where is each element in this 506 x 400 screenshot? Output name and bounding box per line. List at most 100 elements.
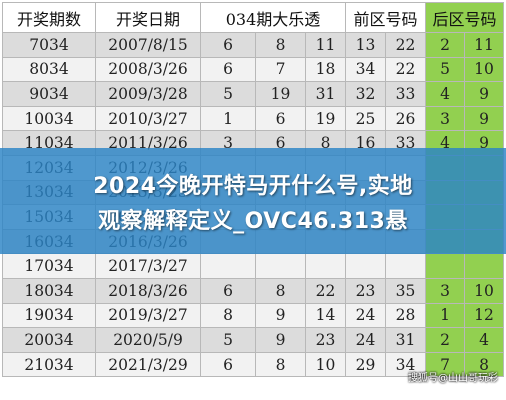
table-cell: 35 <box>385 277 427 304</box>
table-cell: 12 <box>464 302 505 329</box>
table-cell: 9 <box>464 105 505 132</box>
table-cell: 8 <box>255 32 306 58</box>
table-cell: 21034 <box>2 351 96 378</box>
table-cell: 33 <box>385 81 427 107</box>
table-cell: 2017/3/27 <box>95 253 201 279</box>
table-cell: 8 <box>200 302 256 329</box>
table-cell: 2018/3/26 <box>95 277 201 304</box>
header-issue: 开奖期数 <box>2 2 96 33</box>
table-cell: 2010/3/27 <box>95 105 201 132</box>
table-cell: 2021/3/29 <box>95 351 201 378</box>
table-cell: 10 <box>464 277 505 304</box>
table-cell: 11 <box>304 32 347 58</box>
table-cell: 2 <box>425 32 466 58</box>
table-cell: 10034 <box>2 105 96 132</box>
table-cell: 18 <box>304 56 347 83</box>
table-cell: 1 <box>425 302 466 329</box>
table-cell: 6 <box>200 351 256 378</box>
table-cell <box>304 253 347 279</box>
table-cell: 3 <box>425 105 466 132</box>
table-cell: 2020/5/9 <box>95 327 201 353</box>
table-cell: 5 <box>200 327 256 353</box>
table-cell: 6 <box>200 277 256 304</box>
table-cell: 9034 <box>2 81 96 107</box>
table-cell: 6 <box>200 32 256 58</box>
table-cell: 7 <box>425 351 466 378</box>
table-cell: 22 <box>304 277 347 304</box>
table-row: 17034 2017/3/27 <box>2 253 505 279</box>
table-cell: 7 <box>255 56 306 83</box>
table-row: 9034 2009/3/28 5 19 31 32 33 4 9 <box>2 81 505 107</box>
header-back-zone: 后区号码 <box>425 2 505 33</box>
table-cell: 2008/3/26 <box>95 56 201 83</box>
table-cell: 2007/8/15 <box>95 32 201 58</box>
banner-line-1: 2024今晚开特马开什么号,实地 <box>93 174 413 199</box>
table-cell: 26 <box>385 105 427 132</box>
table-row: 10034 2010/3/27 1 6 19 25 26 3 9 <box>2 105 505 132</box>
table-cell: 14 <box>304 302 347 329</box>
table-cell: 9 <box>464 81 505 107</box>
table-cell: 6 <box>200 56 256 83</box>
header-front-zone: 前区号码 <box>345 2 427 33</box>
table-cell: 5 <box>200 81 256 107</box>
table-cell: 13 <box>345 32 387 58</box>
table-cell: 2 <box>425 327 466 353</box>
table-cell: 6 <box>255 105 306 132</box>
table-cell: 25 <box>345 105 387 132</box>
table-cell: 4 <box>464 327 505 353</box>
table-cell: 8 <box>464 351 505 378</box>
table-cell: 23 <box>345 277 387 304</box>
table-cell: 10 <box>464 56 505 83</box>
table-cell: 22 <box>385 32 427 58</box>
table-row: 20034 2020/5/9 5 9 23 24 31 2 4 <box>2 327 505 353</box>
table-cell <box>464 253 505 279</box>
table-cell <box>200 253 256 279</box>
table-cell: 23 <box>304 327 347 353</box>
table-cell: 1 <box>200 105 256 132</box>
table-cell: 10 <box>304 351 347 378</box>
table-cell <box>345 253 387 279</box>
banner-line-2: 观察解释定义_OVC46.313悬 <box>98 209 408 234</box>
table-cell: 9 <box>255 327 306 353</box>
table-cell: 31 <box>385 327 427 353</box>
table-cell: 2019/3/27 <box>95 302 201 329</box>
table-cell: 18034 <box>2 277 96 304</box>
watermark: 搜狐号@山山哥玩彩 <box>408 373 498 384</box>
table-header-row: 开奖期数 开奖日期 034期大乐透 前区号码 后区号码 <box>2 2 505 33</box>
table-cell: 8 <box>255 277 306 304</box>
table-row: 18034 2018/3/26 6 8 22 23 35 3 10 <box>2 277 505 304</box>
table-cell: 8 <box>255 351 306 378</box>
table-cell: 11 <box>464 32 505 58</box>
table-row: 19034 2019/3/27 8 9 14 24 28 1 12 <box>2 302 505 329</box>
table-cell: 7034 <box>2 32 96 58</box>
table-cell: 34 <box>385 351 427 378</box>
table-cell: 22 <box>385 56 427 83</box>
table-row: 21034 2021/3/29 6 8 10 29 34 7 8 <box>2 351 505 378</box>
table-cell: 28 <box>385 302 427 329</box>
header-draw-034: 034期大乐透 <box>199 2 347 33</box>
table-row: 7034 2007/8/15 6 8 11 13 22 2 11 <box>2 32 505 58</box>
table-cell: 4 <box>425 81 466 107</box>
table-cell: 32 <box>345 81 387 107</box>
table-cell <box>255 253 306 279</box>
table-cell <box>385 253 427 279</box>
table-cell: 5 <box>425 56 466 83</box>
table-cell: 20034 <box>2 327 96 353</box>
table-cell: 8034 <box>2 56 96 83</box>
table-cell: 24 <box>345 327 387 353</box>
table-cell: 31 <box>304 81 347 107</box>
table-row: 8034 2008/3/26 6 7 18 34 22 5 10 <box>2 56 505 83</box>
table-cell: 9 <box>255 302 306 329</box>
overlay-banner: 2024今晚开特马开什么号,实地 观察解释定义_OVC46.313悬 <box>0 148 506 254</box>
table-cell: 17034 <box>2 253 96 279</box>
table-cell: 19 <box>304 105 347 132</box>
table-cell: 24 <box>345 302 387 329</box>
table-cell: 2009/3/28 <box>95 81 201 107</box>
table-cell <box>425 253 466 279</box>
table-cell: 19034 <box>2 302 96 329</box>
header-date: 开奖日期 <box>95 2 201 33</box>
table-cell: 29 <box>345 351 387 378</box>
table-cell: 34 <box>345 56 387 83</box>
table-cell: 19 <box>255 81 306 107</box>
